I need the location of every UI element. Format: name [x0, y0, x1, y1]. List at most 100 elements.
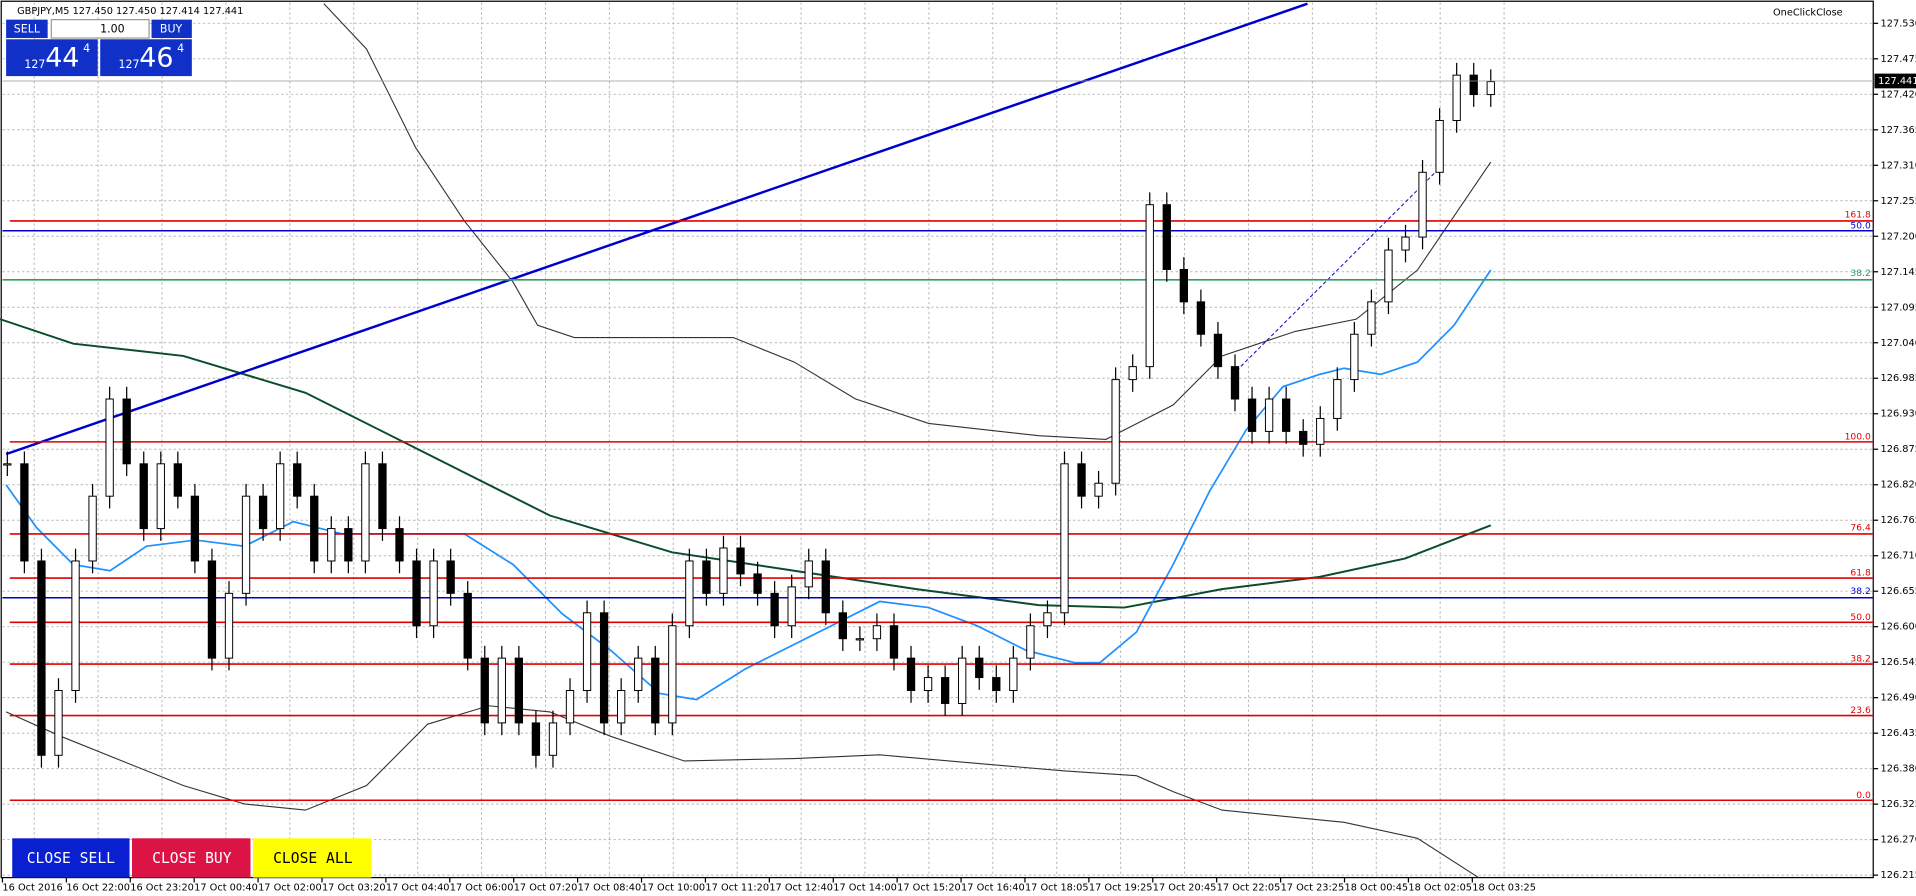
time-label: 17 Oct 02:00 [258, 882, 322, 893]
candle [1401, 236, 1410, 251]
candle [753, 573, 762, 594]
candle [71, 560, 80, 692]
price-label: 126.710 [1881, 551, 1916, 562]
price-label: 126.930 [1881, 409, 1916, 420]
sell-label: SELL [14, 22, 41, 35]
candle [548, 722, 558, 756]
symbol-info: GBPJPY,M5 127.450 127.450 127.414 127.44… [17, 6, 243, 17]
buy-price-box[interactable] [100, 39, 192, 77]
time-label: 16 Oct 22:00 [66, 882, 130, 893]
time-label: 18 Oct 00:45 [1344, 882, 1408, 893]
fib-label: 50.0 [1850, 612, 1871, 623]
trend-line [5, 2, 1308, 456]
lots-input[interactable] [50, 19, 150, 39]
candle [1111, 379, 1120, 484]
time-label: 17 Oct 14:00 [833, 882, 897, 893]
ma-fast [5, 269, 1492, 701]
time-label: 17 Oct 06:00 [450, 882, 514, 893]
price-sup: 4 [177, 42, 184, 55]
price-big: 44 [45, 42, 79, 73]
candle [1077, 463, 1086, 497]
fib-label: 61.8 [1850, 568, 1871, 579]
trade-panel: SELL 1.00 BUY 127 44 4 127 46 4 [6, 19, 192, 77]
candle [702, 560, 711, 594]
time-label: 17 Oct 03:20 [322, 882, 386, 893]
candle [855, 638, 865, 641]
candle [88, 495, 97, 562]
time-label: 17 Oct 18:05 [1025, 882, 1089, 893]
buy-button[interactable] [151, 19, 192, 39]
button-label: CLOSE SELL [27, 850, 115, 867]
fib-label: 50.0 [1850, 220, 1871, 231]
candle [599, 612, 609, 724]
price-label: 126.215 [1881, 870, 1916, 881]
candle [429, 560, 438, 627]
candles [3, 62, 1495, 768]
lots-value: 1.00 [100, 22, 124, 35]
candle [361, 463, 370, 562]
close-sell-button[interactable] [12, 838, 130, 878]
price-label: 126.765 [1881, 515, 1916, 526]
candle [258, 495, 268, 530]
candle [1179, 268, 1189, 303]
one-click-close: OneClickClose [1773, 7, 1843, 18]
candle [1128, 366, 1137, 381]
current-price: 127.441 [1878, 76, 1916, 87]
price-label: 127.145 [1881, 267, 1916, 278]
fib-label: 76.4 [1850, 522, 1871, 533]
candle [122, 398, 131, 465]
candle [207, 560, 217, 659]
candle [463, 592, 472, 659]
candle [940, 677, 950, 704]
price-label: 127.475 [1881, 54, 1916, 65]
close-all-button[interactable] [252, 838, 372, 878]
price-label: 126.600 [1881, 622, 1916, 633]
candle [565, 690, 575, 724]
candle [446, 560, 455, 594]
candle [975, 657, 984, 679]
candle [1281, 398, 1291, 432]
candle [804, 560, 813, 588]
candle [190, 495, 200, 562]
candle [1350, 333, 1359, 381]
fib-levels: 161.8 50.0 38.2 100.0 76.4 61.8 38.2 50.… [2, 209, 1874, 802]
fib-label: 161.8 [1845, 209, 1871, 220]
candle [617, 690, 626, 724]
candle [582, 612, 592, 692]
sell-price-box[interactable] [6, 39, 98, 77]
candle [1452, 74, 1461, 121]
candle [1043, 612, 1052, 627]
candle [1196, 301, 1206, 335]
candle [105, 398, 114, 497]
price-label: 127.200 [1881, 231, 1916, 242]
sell-button[interactable] [6, 19, 48, 39]
candle [872, 625, 882, 640]
price-label: 126.875 [1881, 444, 1916, 455]
candle [770, 592, 779, 627]
time-label: 16 Oct 23:20 [130, 882, 194, 893]
price-prefix: 127 [24, 58, 45, 71]
candle [20, 463, 29, 562]
candle [1486, 81, 1495, 96]
time-label: 17 Oct 22:05 [1217, 882, 1281, 893]
candle [651, 657, 660, 724]
fib-label: 0.0 [1856, 790, 1871, 801]
candle [54, 690, 63, 756]
candle [310, 495, 319, 562]
price-label: 127.310 [1881, 160, 1916, 171]
candle [224, 592, 234, 659]
time-label: 16 Oct 2016 [2, 882, 62, 893]
candle [719, 547, 728, 594]
time-label: 17 Oct 20:45 [1153, 882, 1217, 893]
price-big: 46 [139, 42, 173, 73]
price-prefix: 127 [119, 58, 140, 71]
candle [480, 657, 489, 724]
price-label: 127.420 [1881, 89, 1916, 100]
candle [1060, 463, 1069, 614]
price-label: 126.325 [1881, 799, 1916, 810]
close-buy-button[interactable] [131, 838, 251, 878]
candle [514, 657, 524, 724]
candle [1230, 366, 1240, 400]
time-label: 17 Oct 19:25 [1089, 882, 1153, 893]
